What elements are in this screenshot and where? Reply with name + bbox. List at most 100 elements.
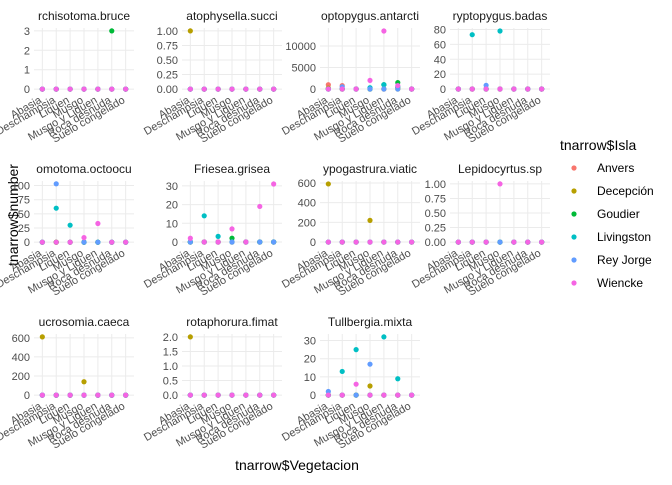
point	[229, 235, 235, 241]
point	[381, 334, 387, 340]
y-tick-label: 20	[304, 354, 316, 366]
y-axis-title: tnarrow$number	[5, 164, 21, 266]
point	[123, 392, 129, 398]
y-tick-label: 200	[298, 217, 316, 229]
point	[353, 347, 359, 353]
point	[353, 392, 359, 398]
y-tick-label: 75	[18, 195, 30, 207]
y-tick-label: 0	[172, 237, 178, 249]
point	[109, 239, 115, 245]
point	[109, 392, 115, 398]
point	[187, 334, 193, 340]
point	[201, 213, 207, 219]
point	[53, 181, 59, 187]
point	[67, 239, 73, 245]
point	[339, 239, 345, 245]
point	[325, 388, 331, 395]
point	[215, 233, 221, 239]
point	[257, 239, 263, 245]
point	[95, 220, 101, 227]
point	[229, 392, 235, 398]
point	[409, 392, 415, 398]
y-tick-label: 5000	[292, 63, 316, 75]
legend-key	[571, 234, 577, 240]
point	[215, 392, 221, 398]
legend-label: Wiencke	[597, 276, 643, 290]
y-tick-label: 0.25	[425, 223, 446, 235]
facet-title: ucrosomia.caeca	[39, 315, 130, 329]
y-tick-label: 80	[434, 24, 446, 36]
legend-key	[571, 188, 577, 194]
point	[455, 239, 461, 245]
point	[497, 239, 503, 245]
point	[339, 392, 345, 398]
point	[497, 86, 503, 92]
y-tick-label: 10	[304, 372, 316, 384]
point	[469, 239, 475, 245]
facet-title: ypogastrura.viatic	[323, 162, 417, 176]
point	[53, 239, 59, 245]
point	[455, 86, 461, 92]
point	[257, 392, 263, 398]
point	[469, 32, 475, 38]
point	[243, 392, 249, 398]
point	[187, 392, 193, 398]
point	[53, 392, 59, 398]
point	[95, 86, 101, 92]
facet-title: rotaphorura.fimat	[186, 315, 278, 329]
point	[353, 381, 359, 387]
point	[395, 239, 401, 245]
point	[81, 239, 87, 245]
point	[215, 239, 221, 245]
point	[367, 86, 373, 92]
y-tick-label: 600	[12, 333, 30, 345]
point	[257, 203, 263, 210]
facet-title: Lepidocyrtus.sp	[458, 162, 542, 176]
point	[187, 239, 193, 245]
point	[539, 86, 545, 92]
y-tick-label: 200	[12, 371, 30, 383]
point	[395, 376, 401, 382]
y-tick-label: 0.75	[425, 193, 446, 205]
point	[109, 86, 115, 92]
point	[539, 239, 545, 245]
point	[201, 239, 207, 245]
point	[81, 86, 87, 92]
legend-label: Livingston	[597, 230, 651, 244]
y-tick-label: 1.00	[425, 179, 446, 191]
y-tick-label: 0	[24, 84, 30, 96]
point	[381, 28, 387, 34]
y-tick-label: 1.00	[157, 26, 178, 38]
facet-title: atophysella.succi	[186, 9, 277, 23]
y-tick-label: 0.0	[163, 390, 178, 402]
y-tick-label: 50	[18, 209, 30, 221]
point	[229, 239, 235, 245]
facet-title: ryptopygus.badas	[453, 9, 548, 23]
y-tick-label: 0.75	[157, 40, 178, 52]
point	[67, 222, 73, 228]
point	[525, 86, 531, 92]
point	[81, 392, 87, 398]
point	[123, 239, 129, 245]
point	[187, 86, 193, 92]
y-tick-label: 0	[24, 390, 30, 402]
y-tick-label: 400	[12, 352, 30, 364]
point	[187, 28, 193, 34]
y-tick-label: 20	[166, 200, 178, 212]
legend-label: Rey Jorge	[597, 253, 652, 267]
point	[109, 28, 115, 34]
y-tick-label: 20	[434, 69, 446, 81]
point	[53, 86, 59, 92]
point	[483, 239, 489, 245]
point	[381, 392, 387, 398]
legend-label: Decepción	[597, 184, 654, 198]
point	[395, 392, 401, 398]
point	[353, 86, 359, 92]
point	[381, 86, 387, 92]
y-tick-label: 1.0	[163, 361, 178, 373]
legend-title: tnarrow$Isla	[560, 137, 636, 153]
y-tick-label: 10000	[285, 41, 316, 53]
y-tick-label: 400	[298, 198, 316, 210]
point	[339, 86, 345, 92]
